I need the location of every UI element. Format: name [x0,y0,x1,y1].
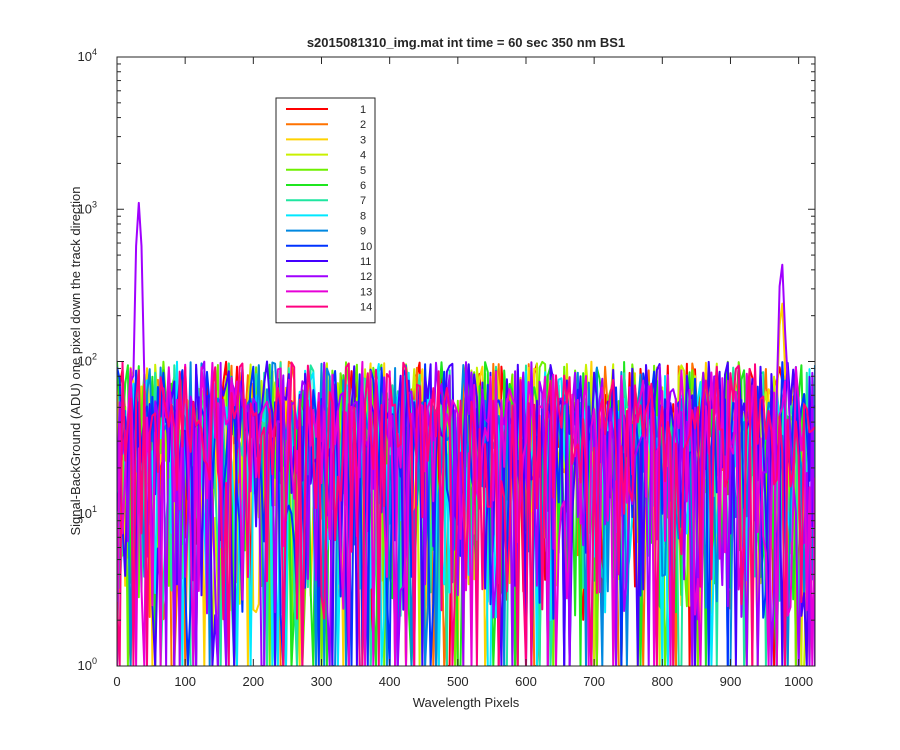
x-tick-label: 1000 [784,674,813,689]
series-line-13 [117,360,815,666]
x-tick-label: 500 [447,674,469,689]
legend-label-5: 5 [360,165,366,177]
legend-label-3: 3 [360,134,366,146]
legend-label-12: 12 [360,271,372,283]
x-tick-label: 0 [113,674,120,689]
legend-label-14: 14 [360,302,372,314]
x-tick-label: 600 [515,674,537,689]
legend-label-6: 6 [360,180,366,192]
legend-label-9: 9 [360,226,366,238]
x-tick-label: 100 [174,674,196,689]
series-line-14 [117,361,815,666]
x-axis-label: Wavelength Pixels [413,695,520,710]
legend-label-1: 1 [360,104,366,116]
x-axis: 0 100 200 300 400 500 600 700 800 900 1000 [113,57,813,689]
legend-label-4: 4 [360,150,366,162]
legend-label-8: 8 [360,210,366,222]
x-tick-label: 800 [651,674,673,689]
y-axis-label: Signal-BackGround (ADU) one pixel down t… [68,186,83,535]
legend-label-10: 10 [360,241,372,253]
legend-label-7: 7 [360,195,366,207]
legend-box [275,97,376,324]
x-tick-label: 200 [242,674,264,689]
legend-label-11: 11 [360,256,371,268]
legend-label-2: 2 [360,119,366,131]
x-tick-label: 700 [583,674,605,689]
x-tick-label: 400 [379,674,401,689]
legend-label-13: 13 [360,286,372,298]
chart-title: s2015081310_img.mat int time = 60 sec 35… [307,35,625,50]
x-tick-label: 900 [720,674,742,689]
series-layer [117,201,815,666]
x-tick-label: 300 [311,674,333,689]
